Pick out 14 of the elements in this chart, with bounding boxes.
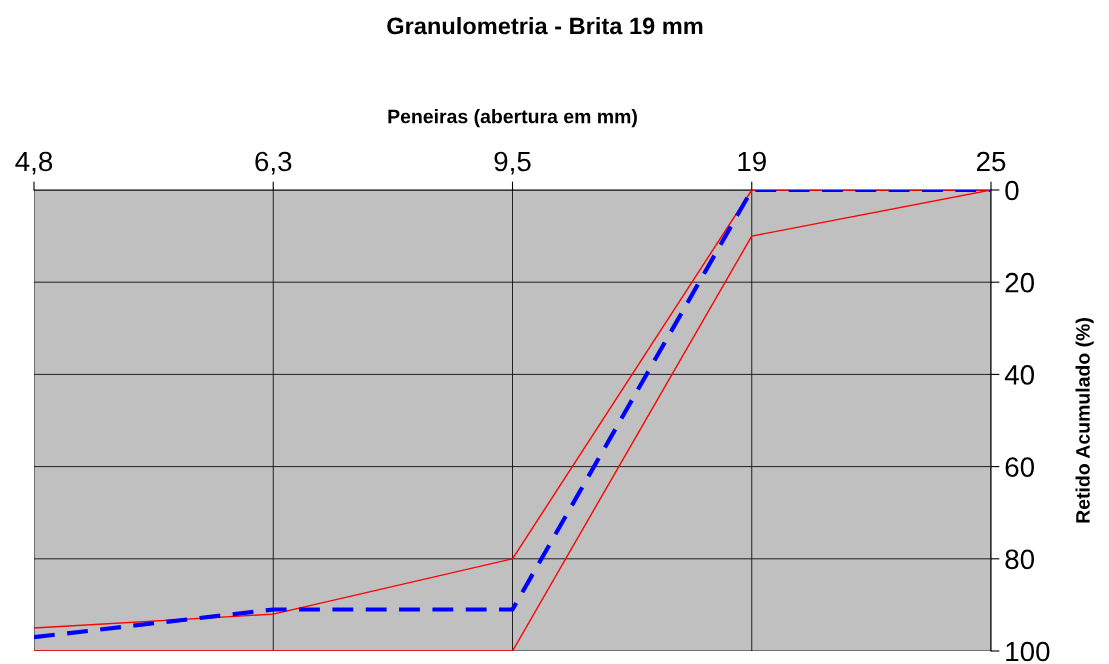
x-tick-label: 4,8 xyxy=(15,151,53,175)
x-tick-label: 25 xyxy=(976,151,1006,172)
y-tick-label: 100 xyxy=(1006,641,1050,662)
y-tick-label: 80 xyxy=(1005,549,1035,570)
x-axis-title: Peneiras (abertura em mm) xyxy=(388,109,637,128)
y-tick-label: 60 xyxy=(1005,457,1035,477)
y-tick-label: 0 xyxy=(1005,180,1019,201)
x-tick-label: 6,3 xyxy=(255,151,292,175)
x-tick-label: 9,5 xyxy=(494,151,531,175)
chart-title: Granulometria - Brita 19 mm xyxy=(387,17,703,35)
y-axis-title: Retido Acumulado (%) xyxy=(1075,318,1094,523)
x-tick-label: 19 xyxy=(738,151,766,172)
y-tick-label: 20 xyxy=(1005,272,1035,293)
y-tick-label: 40 xyxy=(1004,365,1035,385)
